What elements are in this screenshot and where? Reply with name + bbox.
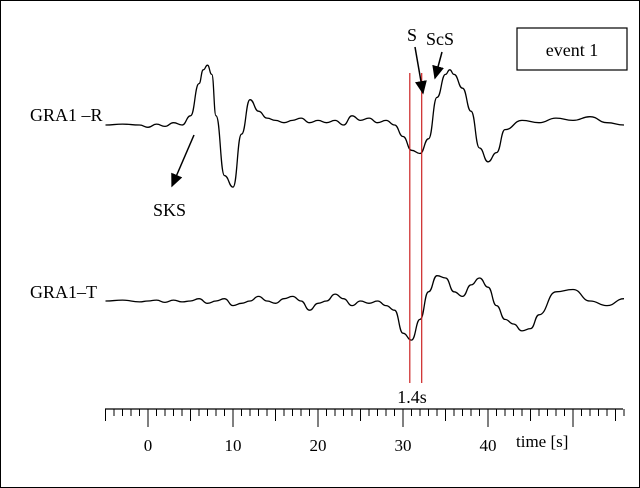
sks-label: SKS bbox=[153, 200, 186, 220]
scs-arrow bbox=[432, 51, 444, 80]
x-tick-label: 30 bbox=[395, 436, 412, 455]
x-axis-label: time [s] bbox=[516, 432, 568, 451]
trace-radial bbox=[105, 64, 625, 188]
s-phase-label: S bbox=[407, 25, 417, 45]
trace-label-radial: GRA1 –R bbox=[30, 105, 103, 125]
sks-arrow bbox=[171, 134, 195, 188]
legend-box bbox=[516, 27, 628, 71]
trace-label-transverse: GRA1–T bbox=[30, 282, 97, 302]
trace-transverse bbox=[105, 275, 625, 341]
phase-markers bbox=[409, 73, 423, 383]
x-tick-label: 0 bbox=[144, 436, 153, 455]
scs-phase-label: ScS bbox=[426, 29, 454, 49]
x-tick-label: 40 bbox=[480, 436, 497, 455]
legend-box-label: event 1 bbox=[546, 40, 598, 60]
x-tick-label: 10 bbox=[225, 436, 242, 455]
delay-label: 1.4s bbox=[397, 387, 427, 407]
time-axis: 0 10 20 30 40 bbox=[105, 408, 625, 455]
x-tick-label: 20 bbox=[310, 436, 327, 455]
s-arrow bbox=[414, 46, 427, 95]
traces bbox=[105, 64, 625, 341]
